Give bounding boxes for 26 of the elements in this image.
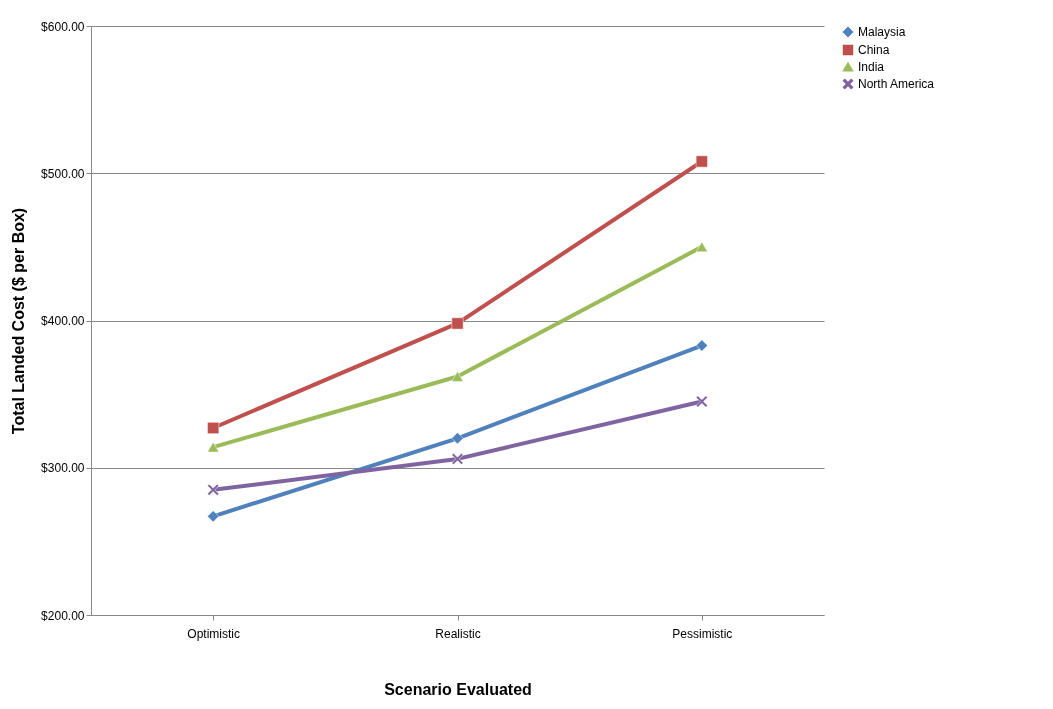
y-axis-title: Total Landed Cost ($ per Box) <box>10 207 28 435</box>
point <box>451 432 464 445</box>
point <box>695 241 708 253</box>
point <box>451 317 464 330</box>
point <box>207 510 220 523</box>
y-tick-label: $200.00 <box>41 608 85 623</box>
x-tick-label: Optimistic <box>187 626 240 641</box>
point <box>451 452 464 465</box>
point <box>207 422 220 434</box>
point <box>695 395 708 408</box>
y-tick-label: $300.00 <box>41 461 85 476</box>
legend-label: India <box>858 60 885 74</box>
legend-label: Malaysia <box>858 25 906 39</box>
legend-label: North America <box>858 77 935 91</box>
legend-label: China <box>858 43 890 57</box>
point <box>207 441 220 453</box>
point <box>695 339 708 352</box>
x-axis-title: Scenario Evaluated <box>384 680 532 698</box>
point <box>207 483 220 496</box>
point <box>695 155 708 168</box>
x-tick-label: Realistic <box>435 626 481 641</box>
point <box>451 371 464 382</box>
y-tick-label: $600.00 <box>41 19 85 34</box>
y-tick-label: $400.00 <box>41 314 85 328</box>
x-tick-label: Pessimistic <box>672 626 733 641</box>
y-tick-label: $500.00 <box>41 166 85 181</box>
